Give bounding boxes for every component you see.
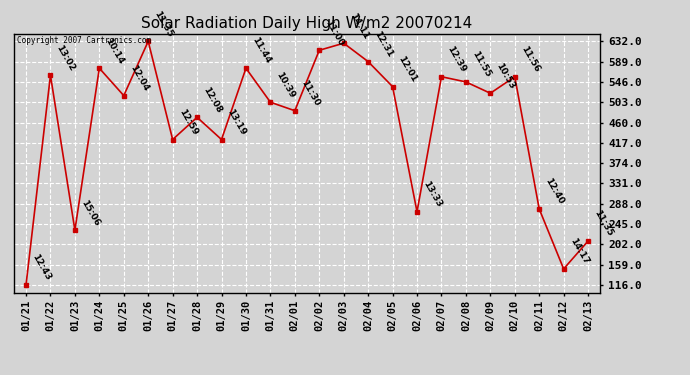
Text: 13:33: 13:33 [421,180,443,209]
Text: 11:30: 11:30 [299,79,321,108]
Text: 10:53: 10:53 [495,61,517,90]
Text: 10:39: 10:39 [275,70,297,99]
Text: 12:43: 12:43 [30,253,52,282]
Text: 14:11: 14:11 [348,11,370,40]
Text: 11:35: 11:35 [152,9,175,39]
Text: 11:35: 11:35 [592,209,614,238]
Text: 12:31: 12:31 [373,30,395,59]
Text: 12:59: 12:59 [177,107,199,137]
Text: Copyright 2007 Cartronics.com: Copyright 2007 Cartronics.com [17,36,151,45]
Text: 11:55: 11:55 [470,50,492,79]
Text: 13:02: 13:02 [55,44,77,72]
Text: 10:14: 10:14 [104,36,126,66]
Text: 11:56: 11:56 [519,45,541,74]
Text: 12:08: 12:08 [201,86,224,114]
Text: 12:01: 12:01 [397,55,419,84]
Text: 11:00: 11:00 [324,18,346,48]
Text: 14:17: 14:17 [568,237,590,266]
Title: Solar Radiation Daily High W/m2 20070214: Solar Radiation Daily High W/m2 20070214 [141,16,473,31]
Text: 12:40: 12:40 [543,177,566,206]
Text: 11:44: 11:44 [250,36,273,66]
Text: 15:06: 15:06 [79,198,101,227]
Text: 13:19: 13:19 [226,107,248,137]
Text: 12:04: 12:04 [128,63,150,93]
Text: 12:39: 12:39 [446,45,468,74]
